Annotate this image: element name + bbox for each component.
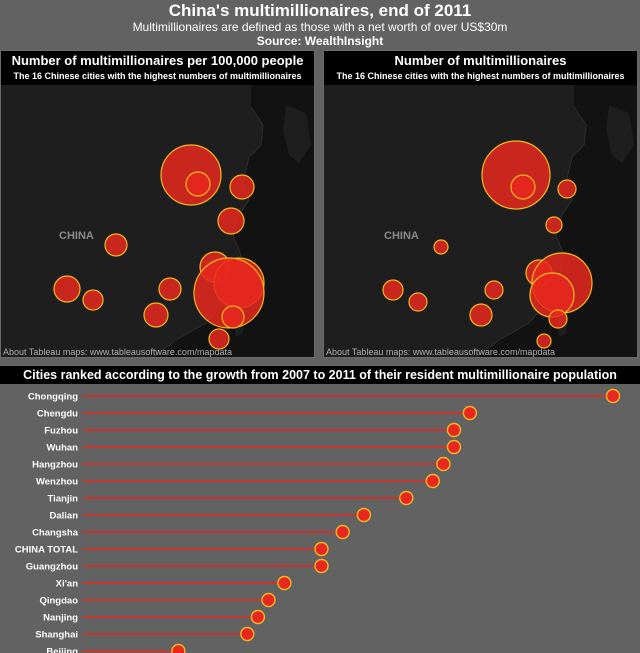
growth-dot-china-total[interactable] [314,541,329,557]
growth-dot-guangzhou[interactable] [314,558,329,574]
map-svg [53,85,314,357]
growth-dot-xi-an[interactable] [277,575,292,591]
growth-dot-wuhan[interactable] [446,439,462,455]
map-panel-total: Number of multimillionaires The 16 Chine… [323,50,638,358]
city-bubble-chongqing [82,289,104,311]
city-bubbles [53,144,265,350]
growth-dot-dalian[interactable] [356,507,372,523]
korea-landmass [606,105,634,163]
growth-dot-tianjin[interactable] [399,490,414,506]
growth-dot-chongqing[interactable] [605,388,621,404]
korea-landmass [283,105,311,163]
city-label-xi-an: Xi'an [56,579,79,590]
growth-dot-qingdao[interactable] [261,592,276,608]
ranking-chart-svg: Chongqing Chengdu Fuzhou Wuhan Hangzhou Wenzh… [15,388,621,653]
ranking-title: Cities ranked according to the growth fr… [0,366,640,384]
city-label-nanjing: Nanjing [43,613,78,624]
city-bubble-changsha [143,302,169,328]
city-bubble-fuzhou [536,333,552,349]
map-svg [382,85,637,357]
city-label-beijing: Beijing [46,647,78,653]
map-title: Number of multimillionaires per 100,000 … [11,53,304,68]
hainan-island [119,335,147,355]
sea-region [153,85,314,357]
city-bubble-wenzhou [548,309,568,329]
city-bubble-chengdu [382,279,404,301]
city-label-wenzhou: Wenzhou [36,477,78,488]
city-bubble-wuhan [158,277,182,301]
city-bubble-xian [433,239,449,255]
ranking-chart: Chongqing Chengdu Fuzhou Wuhan Hangzhou Wenzh… [0,384,640,653]
hainan-island [442,335,470,355]
city-bubble-tianjin [510,174,536,200]
city-label-tianjin: Tianjin [48,494,79,505]
city-bubble-chongqing [408,292,428,312]
country-label: CHINA [59,230,94,242]
growth-dot-nanjing[interactable] [250,609,266,625]
map-area[interactable]: CHINA About Tableau maps: www.tableausof… [324,85,637,357]
city-label-fuzhou: Fuzhou [44,426,78,437]
city-label-shanghai: Shanghai [35,630,78,641]
growth-dot-changsha[interactable] [335,524,350,540]
city-label-china-total: CHINA TOTAL [15,545,78,556]
growth-dot-hangzhou[interactable] [436,456,451,472]
city-bubble-wuhan [484,280,504,300]
city-label-guangzhou: Guangzhou [26,562,78,573]
sea-region [476,85,637,357]
growth-dot-wenzhou[interactable] [425,473,440,489]
page-title: China's multimillionaires, end of 2011 [168,1,472,20]
city-bubble-qingdao [545,216,563,234]
city-bubble-hangzhou [529,272,575,318]
city-bubble-dalian [557,179,577,199]
city-bubble-qingdao [217,207,245,235]
city-bubble-tianjin [185,171,211,197]
map-area[interactable]: CHINA About Tableau maps: www.tableausof… [1,85,314,357]
city-bubble-changsha [469,303,493,327]
city-bubble-xian [104,233,128,257]
city-bubble-fuzhou [208,328,230,350]
map-subtitle: The 16 Chinese cities with the highest n… [13,71,302,81]
city-bubble-hangzhou [193,257,265,329]
city-bubble-dalian [229,174,255,200]
growth-dot-beijing[interactable] [171,643,186,653]
city-label-dalian: Dalian [49,511,78,522]
city-bubbles [382,140,593,349]
map-title: Number of multimillionaires [394,53,567,68]
city-label-wuhan: Wuhan [47,443,79,454]
city-label-changsha: Changsha [32,528,79,539]
country-label: CHINA [384,230,419,242]
growth-dot-fuzhou[interactable] [446,422,462,438]
growth-dot-chengdu[interactable] [462,405,478,421]
city-label-chengdu: Chengdu [37,409,78,420]
city-bubble-chengdu [53,275,81,303]
city-bubble-wenzhou [221,305,245,329]
city-label-qingdao: Qingdao [39,596,78,607]
map-attribution[interactable]: About Tableau maps: www.tableausoftware.… [326,347,555,357]
page-subtitle: Multimillionaires are defined as those w… [132,20,508,34]
city-bubble-beijing [481,140,551,210]
city-label-chongqing: Chongqing [28,392,78,403]
source-note: Source: WealthInsight [256,34,384,48]
map-attribution[interactable]: About Tableau maps: www.tableausoftware.… [3,347,232,357]
growth-dot-shanghai[interactable] [240,626,255,642]
city-label-hangzhou: Hangzhou [32,460,78,471]
map-subtitle: The 16 Chinese cities with the highest n… [336,71,625,81]
page-header: China's multimillionaires, end of 2011 M… [0,0,640,48]
map-panel-per-capita: Number of multimillionaires per 100,000 … [0,50,315,358]
